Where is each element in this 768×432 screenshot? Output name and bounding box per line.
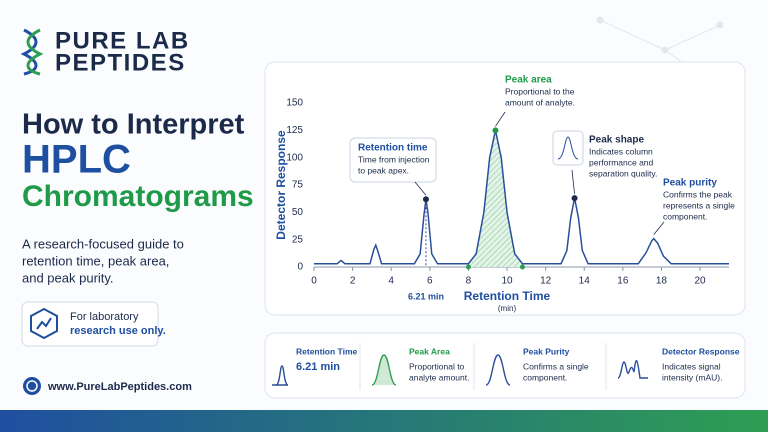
subtitle: and peak purity. xyxy=(22,270,114,285)
leader xyxy=(571,169,575,195)
card-icon xyxy=(371,354,397,386)
area-bound xyxy=(519,264,525,270)
peak-apex xyxy=(492,127,499,134)
notice: For laboratory xyxy=(70,311,139,323)
y-tick-label: 75 xyxy=(292,180,304,191)
y-tick-label: 50 xyxy=(292,207,304,218)
x-tick-label: 10 xyxy=(501,276,513,287)
peak-apex xyxy=(571,195,578,202)
callout-text: performance and xyxy=(589,157,654,167)
x-tick-label: 14 xyxy=(579,276,591,287)
cards: Retention Time 6.21 min Peak Area Proportio… xyxy=(272,343,740,390)
chromatogram-line xyxy=(314,130,729,265)
subtitle: retention time, peak area, xyxy=(22,253,169,268)
card-title: Peak Purity xyxy=(523,346,570,356)
callout-text: Time from injection xyxy=(358,154,430,164)
chart: 0 25 50 75 100 125 150 0 2 4 6 8 10 12 14 16 18 20 Detecto… xyxy=(274,75,735,313)
x-tick-label: 6 xyxy=(427,276,433,287)
callout-box xyxy=(349,137,437,183)
logo-icon xyxy=(20,28,44,76)
retention-label: 6.21 min xyxy=(408,291,444,301)
callout-icon xyxy=(552,130,584,166)
y-tick-label: 100 xyxy=(286,152,303,163)
brand: PURE LAB xyxy=(55,27,190,54)
x-tick-label: 18 xyxy=(656,276,668,287)
callout-text: separation quality. xyxy=(589,168,657,178)
leader xyxy=(414,181,427,196)
card-icon xyxy=(272,365,289,386)
card-text: Proportional to xyxy=(409,361,465,371)
callout-text: Proportional to the xyxy=(505,86,575,96)
y-tick-label: 0 xyxy=(297,262,303,273)
y-axis-label: Detector Response xyxy=(274,130,288,240)
x-axis-label: Retention Time xyxy=(464,289,551,303)
callout-title: Retention time xyxy=(358,143,428,154)
card-text: intensity (mAU). xyxy=(662,372,722,382)
peak-apex xyxy=(422,196,429,203)
callout-title: Peak shape xyxy=(589,135,644,146)
title: Chromatograms xyxy=(22,180,254,213)
x-tick-label: 2 xyxy=(350,276,356,287)
x-tick-label: 20 xyxy=(694,276,706,287)
card-icon xyxy=(617,360,648,379)
globe-icon xyxy=(26,380,38,392)
title: HPLC xyxy=(22,138,131,182)
x-tick-label: 4 xyxy=(388,276,394,287)
y-tick-label: 150 xyxy=(286,98,303,109)
callout-text: component. xyxy=(663,211,707,221)
callout-text: amount of analyte. xyxy=(505,97,575,107)
x-tick-label: 0 xyxy=(311,276,317,287)
callout-icon xyxy=(557,136,579,160)
peak-area xyxy=(468,130,523,267)
x-axis-unit: (min) xyxy=(498,304,517,313)
notice-icon xyxy=(30,307,58,340)
leader xyxy=(495,111,506,127)
callout-text: Confirms the peak xyxy=(663,189,733,199)
card-title: Retention Time xyxy=(296,346,358,356)
x-tick-label: 16 xyxy=(617,276,629,287)
callout-text: represents a single xyxy=(663,200,735,210)
card-icon xyxy=(485,354,511,386)
card-title: Detector Response xyxy=(662,346,740,356)
footer-bar xyxy=(0,410,768,432)
x-tick-label: 8 xyxy=(466,276,472,287)
notice-box xyxy=(21,301,159,347)
card-text: Confirms a single xyxy=(523,361,589,371)
y-tick-label: 25 xyxy=(292,234,304,245)
card-text: Indicates signal xyxy=(662,361,721,371)
brand: PEPTIDES xyxy=(55,49,186,76)
area-bound xyxy=(465,264,471,270)
leader xyxy=(653,221,665,235)
card-text: component. xyxy=(523,372,567,382)
y-tick-label: 125 xyxy=(286,125,303,136)
callout-text: to peak apex. xyxy=(358,165,409,175)
callout-text: Indicates column xyxy=(589,146,653,156)
title: How to Interpret xyxy=(22,109,245,141)
card-title: Peak Area xyxy=(409,346,450,356)
notice: research use only. xyxy=(70,325,166,337)
globe-icon xyxy=(23,377,41,395)
callout-title: Peak area xyxy=(505,75,552,86)
callout-title: Peak purity xyxy=(663,178,717,189)
card-text: 6.21 min xyxy=(296,361,340,373)
website[interactable]: www.PureLabPeptides.com xyxy=(47,381,192,393)
x-tick-label: 12 xyxy=(540,276,552,287)
card-text: analyte amount. xyxy=(409,372,469,382)
subtitle: A research-focused guide to xyxy=(22,236,184,251)
